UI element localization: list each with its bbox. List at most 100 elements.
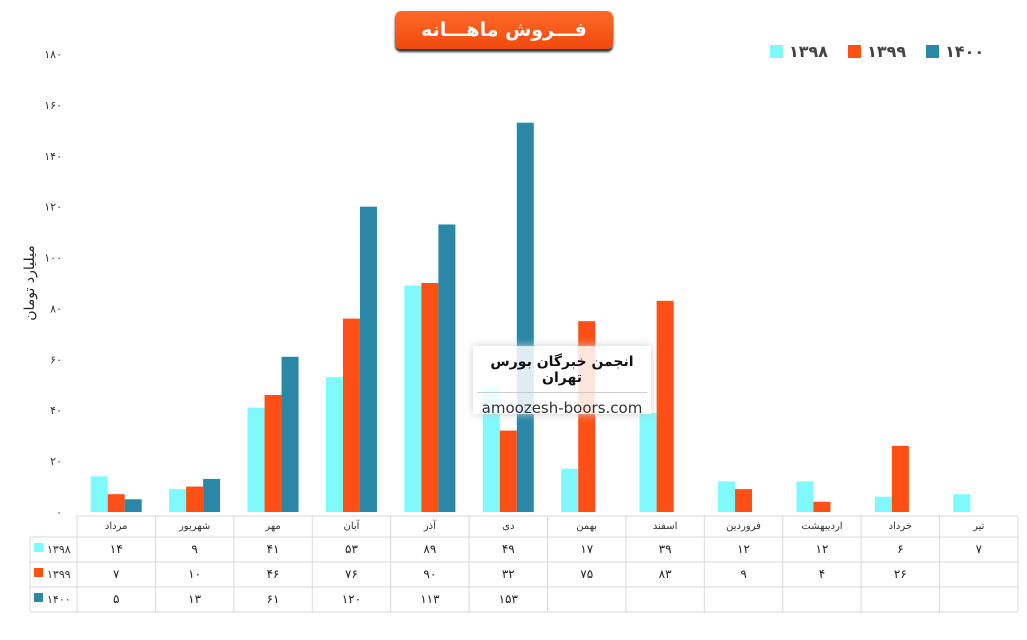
x-category-label: مرداد [105,521,128,532]
bar-1-2 [169,489,187,512]
data-table-value: ۵۳ [345,542,358,556]
y-tick-label: ۴۰ [50,404,62,417]
y-tick-label: ۲۰ [50,455,62,468]
table-series-label: ۱۳۹۸ [47,543,71,556]
data-table-value: ۱۲ [816,542,829,556]
bar-1-3 [247,407,265,512]
data-table-value: ۸۹ [423,542,436,556]
bar-3-6 [516,122,534,512]
data-table-value: ۱۴ [110,542,123,556]
watermark-url: amoozesh-boors.com [481,399,643,417]
bar-2-5 [421,283,439,512]
x-category-label: اسفند [653,521,677,532]
y-tick-label: ۱۴۰ [44,150,62,163]
data-table-value: ۷۵ [580,567,593,581]
chart-title: فـــروش ماهـــانه قـــپیرا [395,11,613,79]
bar-1-7 [561,468,579,512]
data-table-value: ۴ [819,567,825,581]
data-table-value: ۷ [113,567,120,581]
bar-1-4 [325,377,343,512]
data-table-value: ۲۶ [894,567,907,581]
bar-1-8 [639,412,657,512]
data-table-value: ۹ [740,567,746,581]
data-table-value: ۳۲ [502,567,515,581]
y-tick-label: ۶۰ [50,353,62,366]
bar-1-11 [874,496,892,512]
data-table-value: ۱۲ [737,542,750,556]
data-table-value: ۷۶ [345,567,358,581]
x-category-label: تیر [972,521,985,532]
bar-3-4 [359,206,377,512]
x-category-label: فروردین [726,521,761,532]
y-tick-label: ۱۸۰ [44,48,62,61]
data-table-value: ۸۳ [659,567,672,581]
bar-2-9 [735,489,753,512]
data-table-value: ۱۷ [580,542,593,556]
legend-label: ۱۳۹۸ [789,42,829,61]
bar-2-4 [342,318,360,512]
data-table-value: ۱۰ [188,567,201,581]
legend: ۱۳۹۸ ۱۳۹۹ ۱۴۰۰ [770,42,984,61]
legend-item-1398: ۱۳۹۸ [770,42,828,61]
data-table-value: ۴۶ [267,567,280,581]
data-table-value: ۴۱ [267,542,280,556]
bar-2-3 [264,394,282,512]
x-category-label: مهر [264,521,280,532]
legend-swatch [848,45,862,58]
bar-3-1 [124,499,142,512]
data-table-value: ۱۳ [188,592,201,606]
bar-2-6 [499,430,517,512]
x-category-label: بهمن [576,521,597,532]
data-table-value: ۹۰ [423,567,436,581]
legend-item-1400: ۱۴۰۰ [926,42,984,61]
x-category-label: دی [502,521,514,532]
data-table-value: ۶۱ [267,592,280,606]
x-category-label: خرداد [889,521,912,532]
y-tick-label: ۸۰ [50,302,62,315]
legend-swatch [926,45,940,58]
bar-2-1 [107,494,125,512]
bar-1-9 [718,481,736,512]
table-legend-swatch [34,568,43,577]
table-series-label: ۱۴۰۰ [47,593,71,606]
y-tick-label: ۱۰۰ [44,252,62,265]
bar-1-5 [404,285,422,512]
bar-1-6 [482,387,500,512]
bar-2-2 [186,486,204,512]
x-category-label: آبان [343,519,360,532]
table-series-label: ۱۳۹۹ [47,568,71,581]
watermark-title: انجمن خبرگان بورس تهران [490,354,634,386]
bar-2-8 [656,300,674,512]
y-tick-label: ۱۲۰ [44,201,62,214]
bar-3-5 [438,224,456,512]
x-category-label: آذر [423,519,437,532]
data-table-value: ۱۵۳ [499,592,519,606]
data-table-value: ۶ [897,542,903,556]
bar-3-3 [281,356,299,512]
y-tick-label: ۱۶۰ [44,99,62,112]
data-table-value: ۱۱۳ [420,592,440,606]
y-tick-label: ۰ [56,506,62,519]
legend-label: ۱۳۹۹ [867,42,907,61]
x-category-label: اردیبهشت [801,521,842,532]
bar-2-10 [813,501,831,512]
table-legend-swatch [34,593,43,602]
watermark: انجمن خبرگان بورس تهران amoozesh-boors.c… [473,346,651,417]
watermark-divider [477,392,647,393]
data-table-value: ۴۹ [502,542,515,556]
data-table-value: ۷ [976,542,983,556]
legend-swatch [770,45,783,58]
bar-3-2 [203,478,221,512]
x-category-label: شهریور [178,521,210,532]
data-table-value: ۵ [113,592,119,606]
bar-1-12 [953,494,971,512]
legend-label: ۱۴۰۰ [945,42,985,61]
bar-1-10 [796,481,814,512]
legend-item-1399: ۱۳۹۹ [848,42,906,61]
data-table-value: ۳۹ [659,542,672,556]
bar-1-1 [90,476,108,512]
bar-2-11 [891,445,909,512]
table-legend-swatch [34,543,43,552]
data-table-value: ۱۲۰ [342,592,361,606]
